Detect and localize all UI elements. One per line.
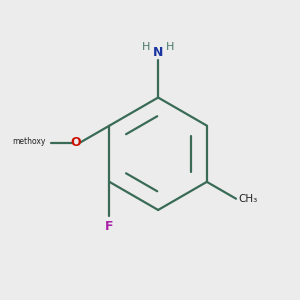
Text: H: H [142, 42, 150, 52]
Text: methoxy: methoxy [12, 137, 46, 146]
Text: CH₃: CH₃ [238, 194, 257, 204]
Text: H: H [166, 42, 175, 52]
Text: F: F [105, 220, 114, 233]
Text: N: N [153, 46, 163, 59]
Text: O: O [70, 136, 81, 149]
